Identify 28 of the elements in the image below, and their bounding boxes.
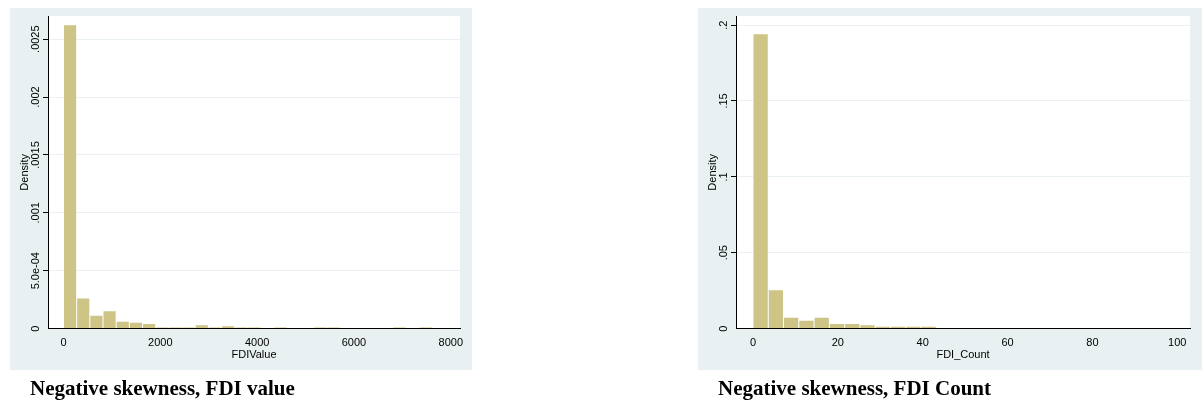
x-axis-title: FDI_Count (936, 348, 990, 361)
y-tick-label: .002 (28, 86, 41, 108)
x-tick-label: 60 (1001, 336, 1014, 349)
y-tick-label: .2 (716, 20, 729, 30)
y-tick-label: .0025 (28, 25, 41, 53)
x-tick-label: 100 (1168, 336, 1187, 349)
y-axis-title: Density (705, 153, 718, 191)
x-tick-label: 2000 (148, 336, 173, 349)
text: Negative skewness, FDI Count (718, 376, 992, 401)
x-tick-label: 40 (916, 336, 929, 349)
y-tick-label: .001 (28, 202, 41, 224)
y-tick-label: .05 (716, 245, 729, 261)
y-tick-label: .0015 (28, 141, 41, 169)
x-tick-label: 4000 (244, 336, 270, 349)
y-tick-label: 0 (28, 325, 41, 332)
y-tick-label: .1 (716, 172, 729, 182)
text: Negative skewness, FDI value (30, 376, 296, 401)
x-tick-label: 0 (60, 336, 67, 349)
x-tick-label: 20 (831, 336, 844, 349)
x-axis-title: FDIValue (231, 348, 277, 361)
x-tick-label: 0 (749, 336, 757, 349)
y-tick-label: 0 (716, 325, 729, 332)
x-tick-label: 8000 (438, 336, 464, 349)
y-tick-label: .15 (716, 93, 729, 109)
x-tick-label: 80 (1086, 336, 1099, 349)
x-tick-label: 6000 (341, 336, 367, 349)
y-tick-label: 5.0e-04 (28, 252, 41, 290)
y-axis-title: Density (17, 153, 30, 191)
